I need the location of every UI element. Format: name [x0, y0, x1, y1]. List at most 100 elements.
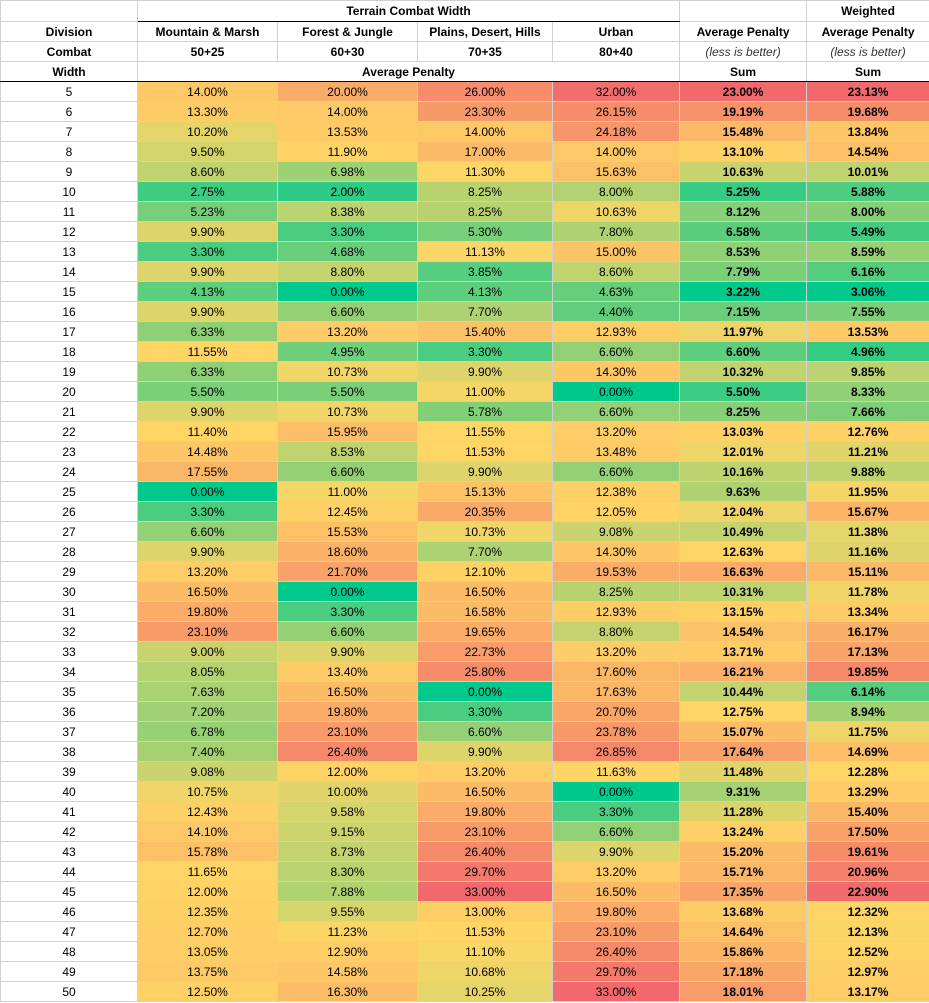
- penalty-cell: 12.00%: [137, 881, 278, 902]
- penalty-cell: 12.00%: [277, 761, 418, 782]
- row: 31 19.80% 3.30% 16.58% 12.93% 13.15% 13.34%: [0, 601, 929, 622]
- row: 24 17.55% 6.60% 9.90% 6.60% 10.16% 9.88%: [0, 461, 929, 482]
- penalty-cell: 12.50%: [137, 981, 278, 1002]
- sum-cell: 23.00%: [679, 81, 808, 102]
- penalty-cell: 15.95%: [277, 421, 418, 442]
- penalty-cell: 6.60%: [551, 341, 681, 362]
- sum-cell: 11.97%: [679, 321, 808, 342]
- combat-width: 35: [0, 681, 138, 702]
- combat-width: 37: [0, 721, 138, 742]
- sum-cell: 12.52%: [806, 941, 929, 962]
- penalty-cell: 10.20%: [137, 121, 278, 142]
- penalty-cell: 22.73%: [417, 641, 553, 662]
- row: 14 9.90% 8.80% 3.85% 8.60% 7.79% 6.16%: [0, 261, 929, 282]
- penalty-cell: 13.20%: [551, 641, 681, 662]
- sum-cell: 8.33%: [806, 381, 929, 402]
- sum-cell: 15.71%: [679, 861, 808, 882]
- row: 49 13.75% 14.58% 10.68% 29.70% 17.18% 12.97%: [0, 961, 929, 982]
- penalty-cell: 6.60%: [551, 401, 681, 422]
- sum-cell: 8.25%: [679, 401, 808, 422]
- sum-cell: 17.18%: [679, 961, 808, 982]
- penalty-cell: 17.55%: [137, 461, 278, 482]
- penalty-cell: 29.70%: [551, 961, 681, 982]
- row: 30 16.50% 0.00% 16.50% 8.25% 10.31% 11.78%: [0, 581, 929, 602]
- combat-width: 10: [0, 181, 138, 202]
- penalty-cell: 18.60%: [277, 541, 418, 562]
- penalty-cell: 13.20%: [137, 561, 278, 582]
- terrain-width: 80+40: [551, 41, 681, 62]
- row: 42 14.10% 9.15% 23.10% 6.60% 13.24% 17.50%: [0, 821, 929, 842]
- row: 40 10.75% 10.00% 16.50% 0.00% 9.31% 13.29%: [0, 781, 929, 802]
- penalty-cell: 13.05%: [137, 941, 278, 962]
- penalty-cell: 9.15%: [277, 821, 418, 842]
- row: 35 7.63% 16.50% 0.00% 17.63% 10.44% 6.14%: [0, 681, 929, 702]
- penalty-cell: 8.00%: [551, 181, 681, 202]
- row: Combat 50+25 60+30 70+35 80+40 (less is bette…: [0, 41, 929, 62]
- sum-cell: 12.97%: [806, 961, 929, 982]
- sum-cell: 7.66%: [806, 401, 929, 422]
- sum-cell: 10.31%: [679, 581, 808, 602]
- terrain-name: Forest & Jungle: [277, 21, 418, 42]
- penalty-cell: 9.90%: [137, 301, 278, 322]
- penalty-cell: 10.68%: [417, 961, 553, 982]
- penalty-cell: 16.50%: [137, 581, 278, 602]
- average-note: (less is better): [679, 41, 808, 62]
- penalty-cell: 25.80%: [417, 661, 553, 682]
- penalty-cell: 13.20%: [417, 761, 553, 782]
- combat-width: 14: [0, 261, 138, 282]
- penalty-cell: 9.90%: [417, 741, 553, 762]
- sum-cell: 17.35%: [679, 881, 808, 902]
- row: 8 9.50% 11.90% 17.00% 14.00% 13.10% 14.54%: [0, 141, 929, 162]
- penalty-cell: 10.75%: [137, 781, 278, 802]
- penalty-cell: 5.78%: [417, 401, 553, 422]
- combat-width: 48: [0, 941, 138, 962]
- combat-width: 42: [0, 821, 138, 842]
- sum-cell: 10.49%: [679, 521, 808, 542]
- penalty-cell: 10.73%: [417, 521, 553, 542]
- penalty-cell: 3.30%: [137, 501, 278, 522]
- penalty-cell: 14.58%: [277, 961, 418, 982]
- penalty-cell: 24.18%: [551, 121, 681, 142]
- sum-cell: 15.07%: [679, 721, 808, 742]
- sum-cell: 8.00%: [806, 201, 929, 222]
- combat-width: 19: [0, 361, 138, 382]
- penalty-cell: 9.08%: [137, 761, 278, 782]
- combat-width: 12: [0, 221, 138, 242]
- penalty-cell: 0.00%: [137, 481, 278, 502]
- penalty-cell: 9.00%: [137, 641, 278, 662]
- sum-cell: 17.64%: [679, 741, 808, 762]
- terrain-name: Plains, Desert, Hills: [417, 21, 553, 42]
- penalty-cell: 12.05%: [551, 501, 681, 522]
- penalty-cell: 13.75%: [137, 961, 278, 982]
- penalty-cell: 7.70%: [417, 541, 553, 562]
- penalty-cell: 13.00%: [417, 901, 553, 922]
- penalty-cell: 6.60%: [277, 621, 418, 642]
- penalty-cell: 3.85%: [417, 261, 553, 282]
- penalty-cell: 21.70%: [277, 561, 418, 582]
- penalty-cell: 20.35%: [417, 501, 553, 522]
- penalty-cell: 6.60%: [551, 821, 681, 842]
- penalty-cell: 16.50%: [551, 881, 681, 902]
- penalty-cell: 17.00%: [417, 141, 553, 162]
- sum-cell: 6.14%: [806, 681, 929, 702]
- penalty-cell: 9.90%: [137, 261, 278, 282]
- penalty-cell: 7.88%: [277, 881, 418, 902]
- penalty-cell: 8.60%: [137, 161, 278, 182]
- row: 11 5.23% 8.38% 8.25% 10.63% 8.12% 8.00%: [0, 201, 929, 222]
- penalty-cell: 11.55%: [417, 421, 553, 442]
- penalty-cell: 8.25%: [417, 201, 553, 222]
- sum-cell: 15.48%: [679, 121, 808, 142]
- combat-width: 15: [0, 281, 138, 302]
- penalty-cell: 11.63%: [551, 761, 681, 782]
- combat-width: 17: [0, 321, 138, 342]
- weighted-sub: Sum: [806, 61, 929, 82]
- sum-cell: 13.29%: [806, 781, 929, 802]
- penalty-cell: 23.78%: [551, 721, 681, 742]
- penalty-cell: 26.40%: [551, 941, 681, 962]
- sum-cell: 6.58%: [679, 221, 808, 242]
- penalty-cell: 11.23%: [277, 921, 418, 942]
- row: 6 13.30% 14.00% 23.30% 26.15% 19.19% 19.68%: [0, 101, 929, 122]
- sum-cell: 5.49%: [806, 221, 929, 242]
- combat-width: 39: [0, 761, 138, 782]
- row: 32 23.10% 6.60% 19.65% 8.80% 14.54% 16.17%: [0, 621, 929, 642]
